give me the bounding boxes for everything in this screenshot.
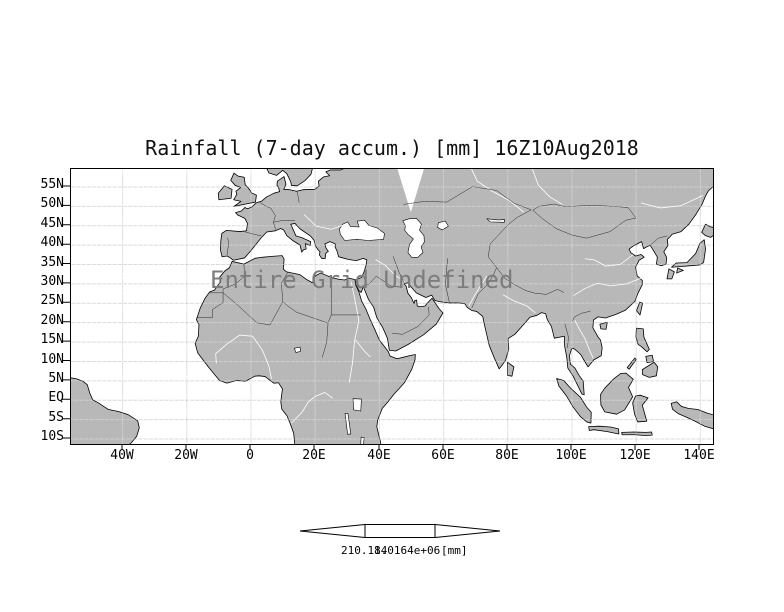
yellow-river bbox=[585, 255, 633, 266]
lat-tick-label: 25N bbox=[40, 293, 64, 308]
kyushu-island bbox=[667, 269, 674, 279]
rivers-layer bbox=[216, 169, 703, 423]
hainan-island bbox=[600, 322, 607, 329]
lat-tick-label: EQ bbox=[48, 390, 64, 405]
lat-tick-label: 15N bbox=[40, 332, 64, 347]
euphrates-river bbox=[376, 259, 405, 281]
colorbar-shape bbox=[299, 524, 501, 538]
aral-sea bbox=[437, 221, 448, 230]
nile-river bbox=[349, 282, 359, 383]
grid-undefined-message: Entire Grid Undefined bbox=[210, 266, 514, 294]
lat-tick-label: 35N bbox=[40, 255, 64, 270]
landmass-layer bbox=[71, 169, 713, 444]
yenisei-river bbox=[532, 169, 562, 204]
black-sea bbox=[340, 220, 385, 240]
lat-tick-label: 10N bbox=[40, 352, 64, 367]
lat-tick-label: 55N bbox=[40, 177, 64, 192]
lake-victoria bbox=[353, 399, 361, 411]
ob-river bbox=[471, 169, 524, 212]
map-plot-area bbox=[70, 168, 714, 445]
sumatra-island bbox=[557, 379, 592, 424]
lat-tick-label: 45N bbox=[40, 216, 64, 231]
lon-tick-label: 40E bbox=[367, 448, 391, 463]
lon-tick-label: 80E bbox=[495, 448, 519, 463]
lat-tick-label: 50N bbox=[40, 196, 64, 211]
lon-tick-label: 20E bbox=[302, 448, 326, 463]
danube-river bbox=[304, 215, 346, 230]
hokkaido-island bbox=[702, 224, 713, 237]
honshu-island bbox=[671, 240, 705, 268]
lat-tick-label: 40N bbox=[40, 235, 64, 250]
lake-chad bbox=[294, 347, 300, 352]
plot-title: Rainfall (7-day accum.) [mm] 16Z10Aug201… bbox=[145, 136, 639, 160]
lon-tick-label: 140E bbox=[683, 448, 715, 463]
lake-balkhash bbox=[487, 219, 505, 222]
great-britain-island bbox=[231, 173, 257, 206]
taiwan-island bbox=[637, 302, 643, 315]
scandinavia-landmass bbox=[266, 169, 312, 186]
lon-tick-label: 0 bbox=[246, 448, 254, 463]
colorbar-level-dividers bbox=[364, 524, 436, 538]
congo-river bbox=[291, 392, 332, 423]
yangtze-river bbox=[574, 278, 641, 295]
sri-lanka-island bbox=[507, 362, 513, 376]
world-map-svg bbox=[71, 169, 713, 444]
luzon-island bbox=[636, 328, 649, 352]
lat-tick-label: 5S bbox=[48, 410, 64, 425]
lat-tick-label: 20N bbox=[40, 313, 64, 328]
indus-river bbox=[469, 276, 487, 306]
sulawesi-island bbox=[633, 395, 648, 422]
africa-landmass bbox=[195, 256, 415, 444]
lon-tick-label: 120E bbox=[619, 448, 651, 463]
ireland-island bbox=[218, 186, 232, 200]
lat-tick-label: 10S bbox=[40, 429, 64, 444]
volga-basin-notch bbox=[397, 169, 424, 213]
lesser-sunda-islands bbox=[622, 432, 652, 435]
colorbar-value-left: 210.184 bbox=[341, 544, 388, 557]
lat-tick-label: 30N bbox=[40, 274, 64, 289]
colorbar-value-right: 1.0164e+06 bbox=[374, 544, 441, 557]
niger-river bbox=[216, 335, 272, 379]
south-america-landmass bbox=[71, 378, 139, 444]
caspian-sea bbox=[403, 218, 425, 257]
lat-tick-label: 5N bbox=[48, 371, 64, 386]
inland-water-layer bbox=[294, 169, 504, 444]
mindanao-island bbox=[642, 362, 657, 377]
country-borders-layer bbox=[196, 187, 667, 358]
visayas-islands bbox=[646, 355, 654, 362]
java-island bbox=[589, 426, 619, 434]
blue-nile-river bbox=[355, 340, 370, 357]
new-guinea-island bbox=[671, 402, 713, 430]
lake-tanganyika bbox=[345, 413, 351, 434]
lon-tick-label: 40W bbox=[110, 448, 134, 463]
graticule-white bbox=[71, 169, 713, 444]
shikoku-island bbox=[677, 268, 684, 273]
lon-tick-label: 20W bbox=[174, 448, 198, 463]
colorbar-unit-label: [mm] bbox=[441, 544, 468, 557]
palawan-island bbox=[627, 358, 636, 369]
lake-malawi bbox=[361, 437, 365, 444]
lon-tick-label: 60E bbox=[431, 448, 455, 463]
lon-tick-label: 100E bbox=[555, 448, 587, 463]
mekong-river bbox=[575, 320, 593, 358]
borneo-island bbox=[601, 373, 634, 414]
